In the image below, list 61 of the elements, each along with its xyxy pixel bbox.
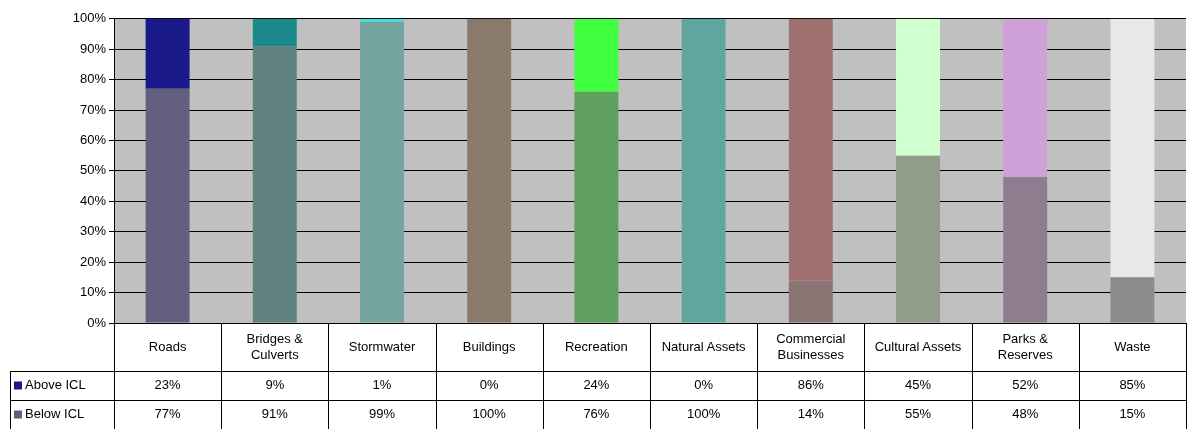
y-tick-label: 50%: [79, 162, 107, 178]
x-tick-label: Cultural Assets: [874, 338, 962, 354]
x-tick-label: Roads: [148, 338, 187, 354]
bar: [145, 18, 190, 89]
bar: [360, 18, 404, 22]
bar: [1003, 18, 1048, 177]
x-tick-label: Buildings: [462, 338, 517, 354]
bar: [360, 21, 404, 323]
y-tick-label: 60%: [79, 132, 107, 148]
data-label: 9%: [265, 377, 285, 393]
x-tick-label: Natural Assets: [661, 338, 746, 354]
bar: [574, 18, 619, 92]
bar: [896, 155, 940, 323]
x-tick-label: Parks & Reserves: [997, 330, 1054, 362]
legend-label: Below ICL: [25, 406, 85, 422]
y-tick-label: 30%: [79, 223, 107, 239]
y-tick-label: 90%: [79, 40, 107, 56]
data-label: 100%: [472, 406, 507, 422]
x-tick-label: Stormwater: [348, 338, 416, 354]
data-label: 45%: [904, 377, 932, 393]
data-label: 85%: [1119, 377, 1146, 393]
y-tick-label: 100%: [72, 10, 107, 26]
data-label: 24%: [583, 377, 610, 393]
data-label: 52%: [1012, 377, 1039, 393]
bar: [788, 280, 833, 323]
x-tick-label: Bridges & Culverts: [246, 330, 304, 362]
data-label: 55%: [904, 406, 932, 422]
y-tick-label: 40%: [79, 192, 107, 208]
bar: [896, 18, 940, 156]
bar: [252, 18, 297, 47]
bar: [1110, 277, 1155, 323]
data-label: 23%: [154, 377, 182, 393]
x-tick-label: Recreation: [564, 338, 628, 354]
data-label: 1%: [372, 377, 392, 393]
bar: [681, 18, 726, 323]
y-tick-label: 20%: [79, 253, 107, 269]
data-label: 14%: [797, 406, 825, 422]
y-tick-label: 10%: [79, 284, 107, 300]
bar: [467, 18, 512, 323]
data-label: 48%: [1012, 406, 1039, 422]
data-label: 15%: [1119, 406, 1146, 422]
x-tick-label: Commercial Businesses: [776, 330, 846, 362]
data-label: 77%: [154, 406, 182, 422]
data-label: 91%: [261, 406, 289, 422]
data-label: 76%: [583, 406, 610, 422]
data-label: 100%: [686, 406, 721, 422]
data-label: 0%: [694, 377, 714, 393]
bar: [574, 91, 619, 323]
bar: [145, 88, 190, 323]
data-label: 86%: [797, 377, 825, 393]
y-tick-label: 80%: [79, 71, 107, 87]
x-tick-label: Waste: [1114, 338, 1151, 354]
bar: [1110, 18, 1155, 278]
legend-label: Above ICL: [25, 377, 86, 393]
y-tick-label: 0%: [87, 314, 107, 330]
bar: [788, 18, 833, 281]
y-tick-label: 70%: [79, 101, 107, 117]
data-label: 99%: [368, 406, 396, 422]
bar: [252, 46, 297, 323]
data-label: 0%: [479, 377, 500, 393]
bar: [1003, 176, 1048, 323]
